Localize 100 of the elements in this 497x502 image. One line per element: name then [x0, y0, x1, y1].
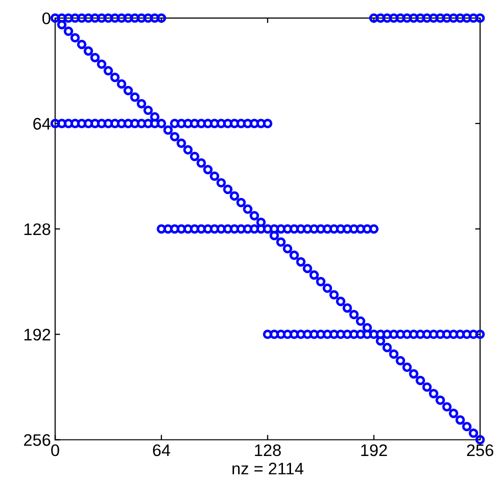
point [104, 118, 114, 128]
point [376, 13, 386, 23]
point [322, 330, 332, 340]
point [376, 330, 386, 340]
point [116, 13, 126, 23]
point [216, 224, 226, 234]
point [96, 118, 106, 128]
point [230, 118, 240, 128]
point [316, 224, 326, 234]
point [448, 13, 458, 23]
point [110, 13, 120, 23]
point [468, 330, 478, 340]
point [302, 224, 312, 234]
point [408, 330, 418, 340]
point [183, 224, 193, 234]
point [296, 224, 306, 234]
point [428, 330, 438, 340]
point [196, 224, 206, 234]
y-tick-label: 256 [24, 434, 50, 446]
point [210, 224, 220, 234]
y-tick-label: 0 [42, 12, 50, 24]
point [70, 118, 80, 128]
point [84, 118, 94, 128]
point [455, 13, 465, 23]
point [349, 224, 359, 234]
point [236, 118, 246, 128]
point [123, 118, 133, 128]
point [329, 224, 339, 234]
point [342, 330, 352, 340]
point [369, 13, 379, 23]
point [282, 330, 292, 340]
point [362, 224, 372, 234]
point [356, 224, 366, 234]
point [322, 224, 332, 234]
point [130, 13, 140, 23]
point [77, 13, 86, 23]
point [136, 13, 146, 23]
point [210, 118, 220, 128]
x-tick-label: 64 [152, 444, 170, 456]
point [475, 330, 485, 340]
point [242, 118, 252, 128]
point [356, 330, 366, 340]
point [256, 224, 266, 234]
point [176, 118, 186, 128]
point [216, 118, 226, 128]
point [296, 330, 306, 340]
point [396, 330, 406, 340]
point [170, 118, 180, 128]
point [150, 118, 160, 128]
point [250, 224, 260, 234]
point [309, 224, 319, 234]
point [289, 224, 299, 234]
point [436, 13, 445, 23]
point [389, 330, 399, 340]
point [250, 118, 260, 128]
point [382, 330, 392, 340]
point [428, 13, 438, 23]
point [110, 118, 120, 128]
point [57, 13, 67, 23]
point [223, 118, 233, 128]
point [408, 13, 418, 23]
point [270, 330, 279, 340]
point [462, 330, 472, 340]
y-tick-label: 128 [24, 223, 50, 236]
point [402, 330, 412, 340]
point [256, 118, 266, 128]
x-axis-title: nz = 2114 [232, 462, 304, 474]
point [57, 118, 67, 128]
point [468, 13, 478, 23]
point [462, 13, 472, 23]
point [302, 330, 312, 340]
x-tick-label: 0 [51, 444, 60, 456]
y-tick-label: 192 [24, 328, 50, 341]
point [183, 118, 193, 128]
point [276, 224, 286, 234]
point [262, 118, 272, 128]
point [64, 13, 74, 23]
point [329, 330, 339, 340]
point [276, 330, 286, 340]
point [190, 224, 200, 234]
point [436, 330, 445, 340]
x-tick-label: 256 [467, 444, 494, 456]
point [116, 118, 126, 128]
point [448, 330, 458, 340]
point [416, 13, 426, 23]
point [422, 13, 432, 23]
point [389, 13, 399, 23]
point [369, 224, 379, 234]
point [416, 330, 426, 340]
point [382, 13, 392, 23]
point [442, 13, 452, 23]
point [242, 224, 252, 234]
point [190, 118, 200, 128]
point [143, 13, 153, 23]
x-tick-label: 128 [255, 444, 281, 456]
point [270, 224, 279, 234]
point [342, 224, 352, 234]
point [156, 13, 166, 23]
point [422, 330, 432, 340]
point [130, 118, 140, 128]
